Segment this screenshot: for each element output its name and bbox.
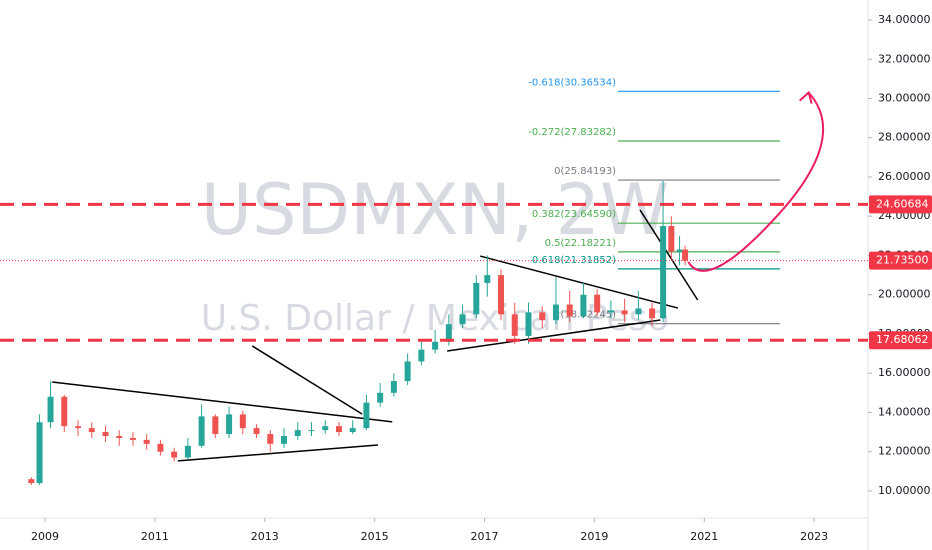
candle-body (212, 416, 219, 435)
trend-line (479, 255, 679, 309)
y-tick-label: 20.00000 (878, 288, 931, 301)
candle-body (102, 432, 109, 436)
y-tick-label: 12.00000 (878, 445, 931, 458)
candle-body (171, 451, 178, 458)
candle-body (308, 430, 315, 432)
fib-label: -0.618(30.36534) (528, 77, 616, 88)
candle-body (498, 275, 505, 315)
trend-line (251, 345, 363, 415)
y-tick-label: 10.00000 (878, 484, 931, 497)
candle-body (335, 426, 342, 433)
trend-line (639, 209, 699, 301)
candle-body (47, 396, 54, 423)
candle-body (676, 249, 683, 252)
candle-body (473, 282, 480, 315)
candle-body (459, 314, 466, 325)
x-tick-label: 2015 (361, 530, 389, 543)
candle-body (281, 435, 288, 444)
candle-body (649, 308, 656, 319)
price-label: 24.60684 (876, 197, 929, 210)
candle-body (390, 381, 397, 393)
candle-body (239, 414, 246, 429)
candle-body (682, 249, 689, 261)
candle-body (635, 308, 642, 315)
candle-body (594, 294, 601, 313)
x-tick-label: 2019 (580, 530, 608, 543)
fib-label: 0.382(23.64590) (532, 209, 616, 220)
candle-body (525, 312, 532, 336)
y-tick-label: 30.00000 (878, 91, 931, 104)
y-tick-label: 34.00000 (878, 13, 931, 26)
x-tick-label: 2017 (471, 530, 499, 543)
candle-body (116, 435, 123, 438)
candle-body (226, 414, 233, 435)
candle-body (184, 445, 191, 458)
x-tick-label: 2021 (690, 530, 718, 543)
candle-body (129, 437, 136, 440)
candle-body (539, 312, 546, 321)
price-label: 21.73500 (876, 254, 929, 267)
candle-body (253, 428, 260, 435)
fib-label: -0.272(27.83282) (528, 127, 616, 138)
y-tick-label: 32.00000 (878, 52, 931, 65)
candle-body (294, 430, 301, 436)
candle-body (404, 361, 411, 382)
projection-curve (687, 91, 825, 272)
candle-body (432, 341, 439, 350)
candle-body (660, 226, 667, 319)
y-tick-label: 26.00000 (878, 170, 931, 183)
trend-line (52, 381, 393, 423)
candle-body (143, 439, 150, 444)
candle-body (267, 434, 274, 444)
candle-body (418, 349, 425, 362)
candle-body (566, 304, 573, 317)
trend-line (177, 444, 379, 462)
fib-label: 0(25.84193) (554, 166, 616, 177)
candle-body (88, 428, 95, 433)
fib-label: 0.618(21.31852) (532, 255, 616, 266)
candle-body (484, 275, 491, 283)
candle-body (377, 392, 384, 403)
candle-body (607, 310, 614, 313)
candle-body (61, 396, 68, 427)
candle-body (580, 294, 587, 317)
x-tick-label: 2009 (31, 530, 59, 543)
candle-body (363, 402, 370, 429)
y-tick-label: 16.00000 (878, 366, 931, 379)
candle-body (322, 426, 329, 431)
candle-body (36, 422, 43, 484)
fib-label: 0.5(22.18221) (545, 238, 617, 249)
candle-body (668, 226, 675, 252)
trend-line (447, 319, 661, 352)
price-label-box (869, 251, 932, 270)
candle-body (75, 426, 82, 429)
candle-body (621, 310, 628, 315)
x-tick-label: 2011 (141, 530, 169, 543)
candle-body (349, 428, 356, 433)
y-tick-label: 14.00000 (878, 405, 931, 418)
y-tick-label: 28.00000 (878, 131, 931, 144)
symbol-watermark: USDMXN, 2W (201, 169, 670, 251)
candle-body (157, 443, 164, 452)
candle-body (445, 324, 452, 342)
x-tick-label: 2013 (251, 530, 279, 543)
price-label: 17.68062 (876, 333, 929, 346)
price-label-box (869, 331, 932, 350)
projection-arrowhead (799, 90, 813, 104)
candle-body (511, 314, 518, 336)
x-tick-label: 2023 (800, 530, 828, 543)
candle-body (552, 304, 559, 321)
candle-body (198, 416, 205, 446)
price-label-box (869, 195, 932, 214)
candle-body (28, 479, 35, 484)
